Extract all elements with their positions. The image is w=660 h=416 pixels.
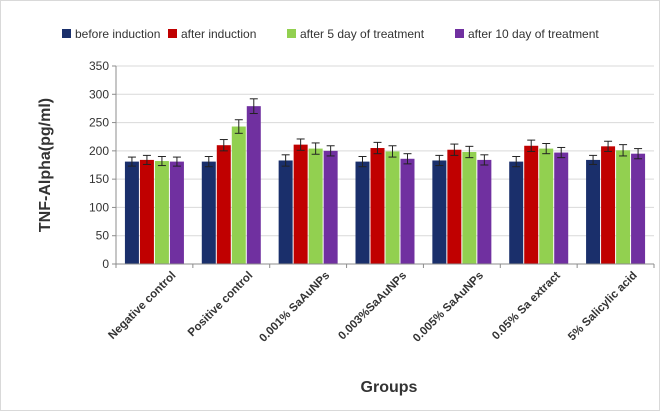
- bar: [616, 150, 631, 264]
- y-tick-label: 0: [102, 257, 109, 271]
- bar: [124, 161, 139, 264]
- bar: [293, 144, 308, 264]
- bar: [355, 161, 370, 264]
- legend-label: after 5 day of treatment: [300, 27, 425, 41]
- y-tick-label: 250: [89, 116, 109, 130]
- bar: [201, 161, 216, 264]
- bar: [370, 148, 385, 264]
- legend-swatch: [168, 29, 177, 38]
- y-tick-label: 100: [89, 200, 109, 214]
- bar: [601, 146, 616, 264]
- bar: [554, 152, 569, 264]
- bar: [308, 148, 323, 264]
- bar: [631, 153, 646, 264]
- bar: [432, 160, 447, 264]
- legend: before induction after induction after 5 d…: [62, 27, 599, 41]
- bar: [246, 106, 261, 264]
- bar: [509, 161, 524, 264]
- legend-label: before induction: [75, 27, 160, 41]
- bar: [278, 160, 293, 264]
- bars: [124, 98, 646, 264]
- legend-swatch: [287, 29, 296, 38]
- bar: [323, 150, 338, 264]
- y-tick-label: 350: [89, 59, 109, 73]
- bar: [586, 159, 601, 264]
- bar: [231, 126, 246, 264]
- x-axis-title: Groups: [361, 379, 418, 396]
- bar: [216, 145, 231, 264]
- legend-label: after 10 day of treatment: [468, 27, 599, 41]
- bar: [539, 148, 554, 264]
- bar: [524, 145, 539, 264]
- bar: [447, 149, 462, 264]
- bar: [400, 158, 415, 264]
- y-axis-title: TNF-Alpha(pg/ml): [37, 98, 54, 232]
- y-tick-label: 300: [89, 87, 109, 101]
- bar: [139, 159, 154, 264]
- legend-swatch: [62, 29, 71, 38]
- legend-swatch: [455, 29, 464, 38]
- y-tick-label: 200: [89, 144, 109, 158]
- bar: [169, 161, 184, 264]
- bar: [462, 151, 477, 264]
- legend-label: after induction: [181, 27, 256, 41]
- y-tick-label: 150: [89, 172, 109, 186]
- bar: [385, 151, 400, 264]
- bar: [154, 161, 169, 264]
- y-tick-label: 50: [96, 229, 110, 243]
- bar: [477, 159, 492, 264]
